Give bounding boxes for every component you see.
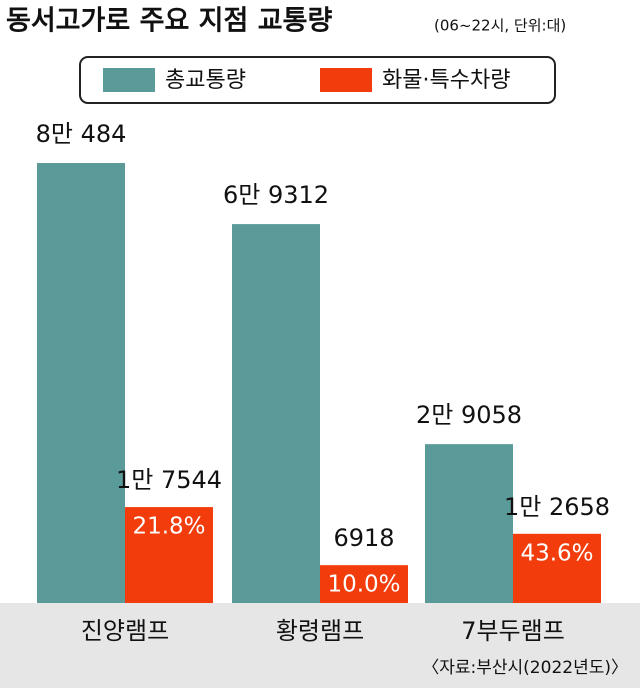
value-label: 1만 7544 bbox=[116, 466, 222, 494]
chart-subtitle: (06~22시, 단위:대) bbox=[434, 17, 566, 35]
value-label: 6만 9312 bbox=[223, 181, 329, 209]
value-label: 8만 484 bbox=[36, 120, 127, 148]
legend-box bbox=[79, 56, 556, 104]
legend-swatch bbox=[103, 68, 155, 92]
source: 〈자료:부산시(2022년도)〉 bbox=[422, 658, 628, 678]
share-label: 21.8% bbox=[132, 514, 205, 540]
legend-label: 화물·특수차량 bbox=[382, 68, 510, 93]
bar bbox=[513, 533, 601, 603]
bar bbox=[425, 444, 513, 603]
bar bbox=[125, 507, 213, 603]
x-tick-label: 7부두램프 bbox=[461, 617, 565, 645]
bar bbox=[37, 163, 125, 603]
x-tick-label: 황령램프 bbox=[276, 617, 364, 645]
category-band bbox=[0, 603, 640, 688]
value-label: 1만 2658 bbox=[504, 493, 610, 521]
share-label: 43.6% bbox=[520, 540, 593, 566]
value-label: 2만 9058 bbox=[416, 401, 522, 429]
bar bbox=[232, 224, 320, 603]
share-label: 10.0% bbox=[327, 572, 400, 598]
legend-swatch bbox=[320, 68, 372, 92]
value-label: 6918 bbox=[333, 524, 394, 552]
chart-title: 동서고가로 주요 지점 교통량 bbox=[6, 6, 332, 37]
legend-label: 총교통량 bbox=[165, 68, 246, 93]
bar bbox=[320, 565, 408, 603]
x-tick-label: 진양램프 bbox=[81, 617, 169, 645]
